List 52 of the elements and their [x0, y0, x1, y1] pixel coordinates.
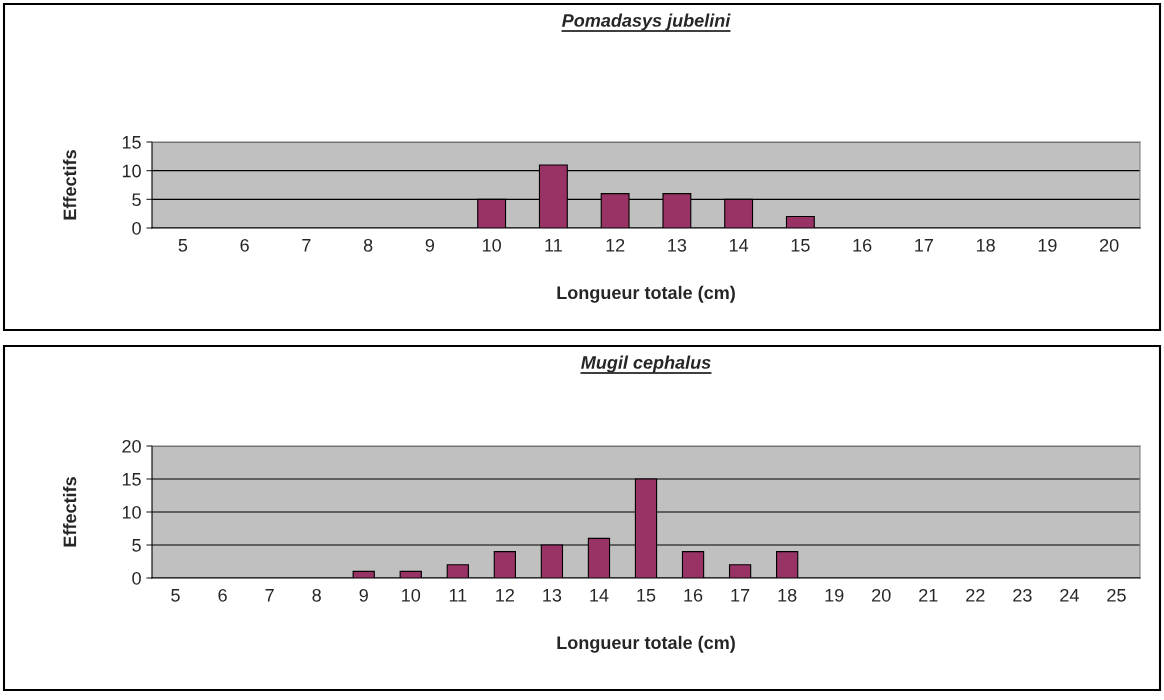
- x-tick-label: 9: [359, 588, 368, 602]
- x-tick-label: 9: [425, 238, 435, 252]
- y-tick-label: 5: [132, 193, 141, 207]
- x-tick-label: 14: [590, 589, 609, 602]
- x-tick-label: 7: [302, 239, 311, 252]
- x-tick-label: 6: [218, 588, 227, 602]
- y-tick-label: 5: [132, 539, 141, 552]
- y-tick-label: 0: [132, 221, 141, 235]
- x-tick-label: 15: [637, 589, 656, 602]
- y-axis-title: Effectifs: [63, 150, 77, 220]
- x-tick-label: 20: [872, 588, 891, 602]
- x-tick-label: 23: [1013, 588, 1032, 602]
- x-tick-label: 12: [496, 588, 514, 602]
- x-tick-label: 18: [778, 588, 797, 602]
- y-tick-label: 15: [122, 473, 141, 486]
- y-tick-label: 10: [122, 505, 141, 519]
- x-tick-label: 16: [853, 238, 872, 252]
- x-tick-label: 15: [791, 239, 810, 252]
- x-tick-label: 5: [178, 239, 188, 252]
- x-tick-label: 16: [684, 588, 703, 602]
- x-tick-label: 18: [976, 238, 995, 252]
- x-tick-label: 19: [825, 588, 844, 602]
- x-tick-label: 13: [543, 588, 562, 602]
- x-tick-label: 10: [402, 588, 421, 602]
- y-tick-label: 0: [132, 571, 141, 585]
- x-tick-label: 8: [312, 588, 321, 602]
- x-tick-label: 8: [363, 238, 373, 252]
- x-tick-label: 25: [1107, 588, 1126, 602]
- y-tick-label: 15: [122, 136, 141, 149]
- x-tick-label: 20: [1099, 238, 1119, 252]
- x-tick-label: 17: [731, 589, 750, 602]
- x-tick-label: 7: [265, 589, 274, 602]
- x-tick-label: 12: [606, 238, 625, 252]
- x-axis-title: Longueur totale (cm): [557, 635, 735, 653]
- chart-title: Pomadasys jubelini: [562, 13, 731, 31]
- x-tick-label: 5: [171, 589, 180, 602]
- x-tick-label: 6: [240, 238, 249, 252]
- x-tick-label: 24: [1060, 588, 1079, 602]
- chart-title: Mugil cephalus: [581, 355, 711, 373]
- x-axis-title: Longueur totale (cm): [557, 285, 735, 303]
- x-tick-label: 21: [919, 588, 938, 602]
- y-axis-title: Effectifs: [63, 477, 77, 547]
- y-tick-label: 10: [122, 164, 141, 178]
- x-tick-label: 10: [482, 238, 501, 252]
- x-tick-label: 19: [1038, 238, 1057, 252]
- x-tick-label: 22: [966, 588, 985, 602]
- x-tick-label: 17: [915, 239, 934, 252]
- y-tick-label: 20: [122, 439, 141, 453]
- x-tick-label: 13: [668, 238, 687, 252]
- x-tick-label: 11: [449, 589, 467, 602]
- x-tick-label: 14: [729, 239, 749, 252]
- x-tick-label: 11: [545, 239, 562, 252]
